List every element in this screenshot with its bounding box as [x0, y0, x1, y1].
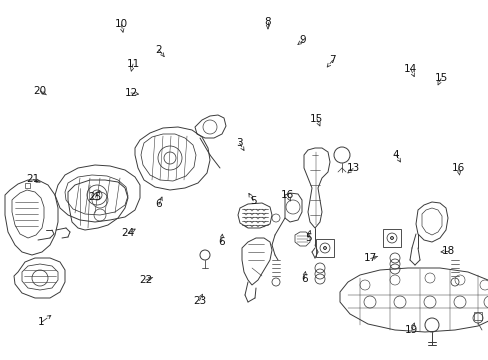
Text: 8: 8 [264, 17, 271, 27]
Text: 10: 10 [115, 19, 127, 30]
Text: 5: 5 [304, 233, 311, 243]
Text: 25: 25 [88, 192, 102, 202]
Text: 6: 6 [155, 199, 162, 210]
Text: 17: 17 [363, 253, 377, 264]
Text: 7: 7 [328, 55, 335, 66]
Text: 2: 2 [155, 45, 162, 55]
Text: 24: 24 [121, 228, 135, 238]
Text: 11: 11 [126, 59, 140, 69]
Text: 15: 15 [433, 73, 447, 84]
Text: 19: 19 [404, 325, 418, 336]
Text: 3: 3 [236, 138, 243, 148]
Text: 9: 9 [299, 35, 306, 45]
Text: 15: 15 [309, 114, 323, 124]
Text: 16: 16 [280, 190, 294, 200]
Text: 6: 6 [218, 237, 224, 247]
Text: 5: 5 [249, 196, 256, 206]
Text: 4: 4 [392, 150, 399, 160]
Text: 21: 21 [26, 174, 40, 184]
Text: 22: 22 [139, 275, 152, 285]
Text: 1: 1 [38, 317, 45, 327]
Text: 23: 23 [192, 296, 206, 306]
Text: 14: 14 [403, 64, 417, 74]
Text: 18: 18 [441, 246, 455, 256]
Text: 16: 16 [451, 163, 465, 174]
Text: 6: 6 [300, 274, 307, 284]
Text: 13: 13 [346, 163, 359, 174]
Text: 20: 20 [34, 86, 46, 96]
Text: 12: 12 [124, 88, 138, 98]
